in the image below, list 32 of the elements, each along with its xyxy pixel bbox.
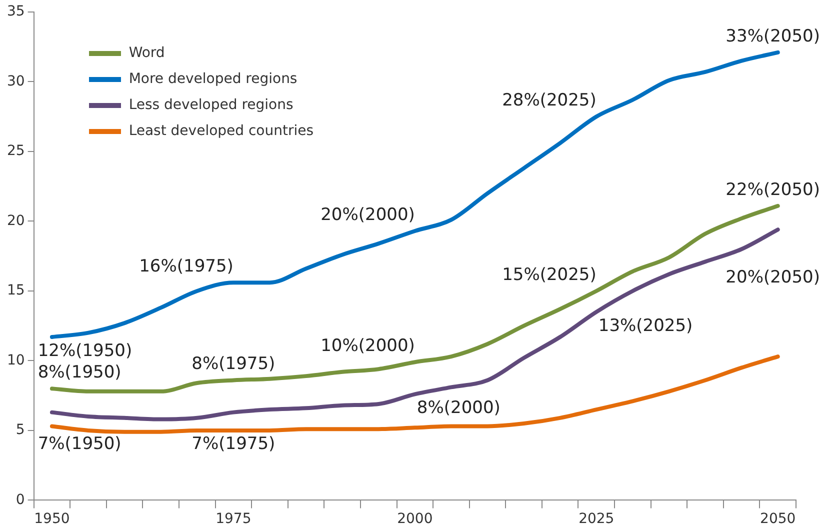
y-tick-label: 30 <box>6 73 25 90</box>
legend-label: Word <box>128 45 165 61</box>
x-tick-label: 2000 <box>397 511 433 528</box>
y-tick-label: 25 <box>6 143 25 160</box>
annotation: 7%(1950) <box>38 434 122 454</box>
annotation: 33%(2050) <box>726 26 820 46</box>
y-tick-label: 5 <box>16 422 25 438</box>
annotation: 12%(1950) <box>38 340 132 361</box>
x-tick-label: 2025 <box>578 511 614 528</box>
annotation: 8%(1975) <box>192 354 276 374</box>
legend-label: Least developed countries <box>128 123 314 139</box>
annotation: 8%(2000) <box>416 398 500 418</box>
legend-label: More developed regions <box>128 71 298 87</box>
x-tick-label: 1950 <box>34 511 70 528</box>
legend-label: Less developed regions <box>128 97 294 113</box>
y-tick-label: 20 <box>6 212 25 229</box>
annotation: 8%(1950) <box>38 362 122 383</box>
y-tick-label: 0 <box>16 492 25 508</box>
x-tick-label: 2050 <box>760 511 796 528</box>
annotation: 20%(2050) <box>726 268 820 288</box>
y-tick-label: 15 <box>6 282 25 299</box>
annotation: 7%(1975) <box>192 434 276 454</box>
annotation: 10%(2000) <box>320 336 415 356</box>
annotation: 13%(2025) <box>598 316 693 336</box>
annotation: 22%(2050) <box>726 180 820 200</box>
x-tick-label: 1975 <box>216 511 252 528</box>
annotation: 15%(2025) <box>502 264 596 285</box>
annotation: 16%(1975) <box>139 256 234 277</box>
annotation: 28%(2025) <box>502 90 596 111</box>
annotation: 20%(2000) <box>320 204 415 225</box>
y-tick-label: 10 <box>6 352 25 368</box>
y-tick-label: 35 <box>6 4 25 20</box>
